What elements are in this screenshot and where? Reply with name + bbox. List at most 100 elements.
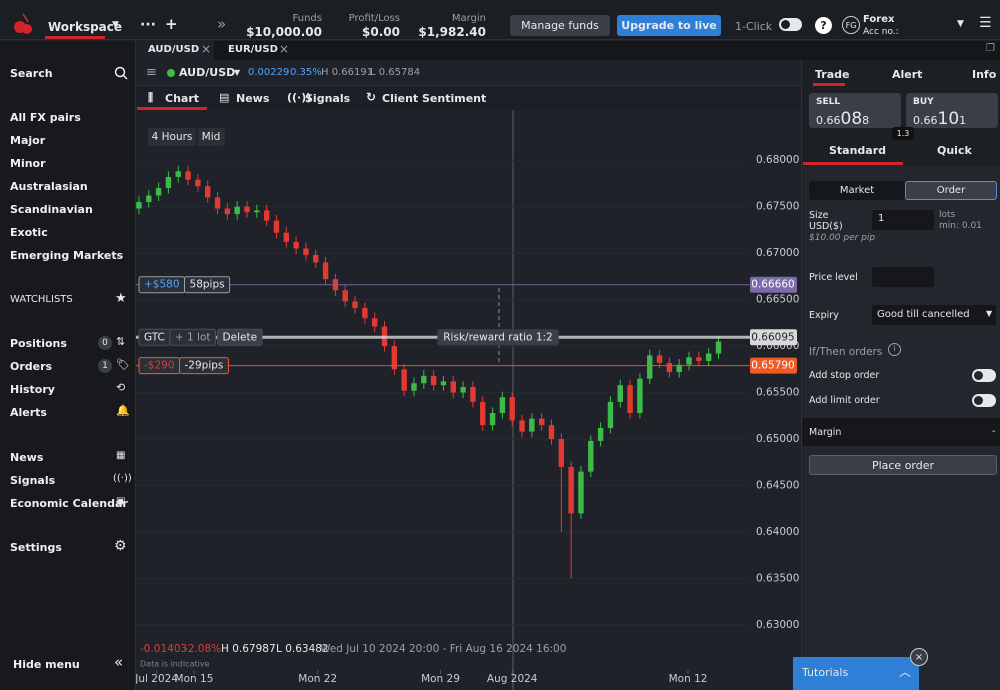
order-type[interactable]: Market bbox=[809, 181, 905, 200]
place-order-button[interactable]: Place order bbox=[809, 455, 997, 475]
hide-menu[interactable]: Hide menu bbox=[13, 658, 80, 671]
account-link[interactable]: Alerts bbox=[10, 406, 47, 419]
limit-toggle[interactable] bbox=[972, 394, 996, 407]
expiry-select[interactable]: Good till cancelled bbox=[872, 305, 996, 325]
level-label[interactable]: -29pips bbox=[185, 360, 224, 372]
tab[interactable]: EUR/USD bbox=[228, 44, 278, 55]
x-tick-label: Mon 22 bbox=[298, 673, 337, 685]
market-link[interactable]: Exotic bbox=[10, 226, 48, 239]
avatar[interactable]: FG bbox=[842, 16, 860, 34]
candle-body bbox=[489, 413, 496, 426]
sell-button[interactable]: SELL 0.66088 bbox=[809, 93, 901, 129]
tab-close[interactable]: × bbox=[201, 42, 212, 56]
main-menu[interactable]: ☰ bbox=[979, 15, 992, 31]
order-type[interactable]: Order bbox=[905, 181, 997, 200]
candle-body bbox=[234, 206, 240, 215]
market-link[interactable]: Minor bbox=[10, 157, 46, 170]
price-type[interactable]: Mid bbox=[202, 131, 221, 143]
tutorials-button[interactable]: Tutorials ︿ bbox=[793, 657, 919, 690]
level-label[interactable]: + 1 lot bbox=[175, 331, 211, 343]
margin-label: Margin bbox=[809, 427, 842, 438]
tab[interactable]: AUD/USD bbox=[148, 44, 200, 55]
market-link[interactable]: Major bbox=[10, 134, 46, 147]
account-link[interactable]: Positions bbox=[10, 337, 67, 350]
market-link[interactable]: Scandinavian bbox=[10, 203, 93, 216]
view-tab[interactable]: Signals bbox=[305, 92, 351, 105]
candle-body bbox=[509, 397, 515, 421]
view-tab[interactable]: Client Sentiment bbox=[382, 92, 487, 105]
funds-label: Funds bbox=[292, 13, 322, 24]
account-caret[interactable]: ▼ bbox=[957, 19, 964, 29]
expand[interactable]: » bbox=[217, 15, 227, 33]
level-label-box[interactable] bbox=[169, 328, 217, 346]
search-icon bbox=[114, 66, 128, 80]
interval-button[interactable] bbox=[148, 128, 196, 146]
panel-tab[interactable]: Trade bbox=[815, 68, 850, 81]
level-label[interactable]: GTC bbox=[144, 331, 165, 343]
price-part: 8 bbox=[862, 114, 870, 127]
price-type-button[interactable] bbox=[198, 128, 225, 146]
level-label[interactable]: -$290 bbox=[144, 360, 175, 372]
price-part: 08 bbox=[840, 109, 863, 129]
account-link[interactable]: Orders bbox=[10, 360, 53, 373]
settings[interactable]: Settings bbox=[10, 541, 62, 554]
help-button[interactable]: ? bbox=[815, 17, 832, 34]
interval[interactable]: 4 Hours bbox=[152, 131, 193, 143]
candle-body bbox=[597, 427, 604, 441]
level-label[interactable]: 58pips bbox=[190, 279, 225, 291]
view-tab[interactable]: News bbox=[236, 92, 270, 105]
mode-tab[interactable]: Quick bbox=[937, 144, 972, 157]
view-tab[interactable]: Chart bbox=[165, 92, 200, 105]
tutorials-close[interactable]: × bbox=[910, 648, 928, 666]
market-link[interactable]: All FX pairs bbox=[10, 111, 81, 124]
account-link[interactable]: History bbox=[10, 383, 55, 396]
y-tick-label: 0.64500 bbox=[756, 480, 799, 492]
more[interactable]: ··· bbox=[140, 17, 156, 33]
change-pct: 0.35% bbox=[290, 67, 322, 78]
level-label-box[interactable] bbox=[217, 328, 263, 346]
candle-body bbox=[568, 466, 574, 514]
level-label[interactable]: Delete bbox=[223, 331, 258, 343]
buy-button[interactable]: BUY 0.66101 bbox=[906, 93, 998, 129]
candle-body bbox=[303, 248, 309, 255]
level-label[interactable]: +$580 bbox=[144, 279, 180, 291]
y-tick-label: 0.63500 bbox=[756, 572, 799, 584]
candle-body bbox=[224, 208, 231, 215]
knob bbox=[781, 20, 790, 29]
price-level-input[interactable] bbox=[872, 267, 934, 287]
panel-tab[interactable]: Info bbox=[972, 68, 997, 81]
add[interactable]: + bbox=[165, 15, 178, 33]
star-icon[interactable]: ★ bbox=[115, 291, 127, 306]
stop-toggle[interactable] bbox=[972, 369, 996, 382]
candle-body bbox=[205, 186, 211, 198]
info-icon[interactable]: i bbox=[888, 343, 901, 356]
candle-body bbox=[175, 171, 181, 177]
market-link[interactable]: Australasian bbox=[10, 180, 88, 193]
tab-close[interactable]: × bbox=[279, 42, 290, 56]
market-link[interactable]: Emerging Markets bbox=[10, 249, 124, 262]
one-click-toggle[interactable] bbox=[779, 18, 802, 31]
mode-tab[interactable]: Standard bbox=[829, 144, 887, 157]
chart[interactable]: 0.680000.675000.670000.665000.660000.655… bbox=[136, 110, 801, 690]
manage-funds-button[interactable]: Manage funds bbox=[510, 15, 610, 36]
info-link[interactable]: News bbox=[10, 451, 44, 464]
instrument[interactable]: AUD/USD bbox=[179, 66, 236, 79]
risk-reward-box bbox=[437, 329, 559, 346]
menu-icon[interactable]: ≡ bbox=[146, 65, 157, 80]
info-link[interactable]: Signals bbox=[10, 474, 56, 487]
info-link[interactable]: Economic Calendar bbox=[10, 497, 128, 510]
price-part: 0.66 bbox=[913, 114, 938, 127]
caret: ▼ bbox=[112, 20, 119, 30]
size-input[interactable]: 1 bbox=[872, 210, 934, 230]
one-click-label: 1-Click bbox=[735, 20, 773, 33]
price-part: 10 bbox=[937, 109, 960, 129]
search[interactable]: Search bbox=[10, 67, 53, 80]
spread: 1.3 bbox=[892, 127, 914, 140]
upgrade-button[interactable]: Upgrade to live bbox=[617, 15, 721, 36]
popout[interactable]: ❐ bbox=[986, 43, 995, 54]
news-icon: ▤ bbox=[219, 91, 230, 104]
levels: 0.66660 +$580 58pips 0.66095 GTC + 1 lot Delet… bbox=[136, 276, 797, 375]
workspace[interactable]: Workspace bbox=[48, 20, 123, 34]
panel-tab[interactable]: Alert bbox=[892, 68, 923, 81]
footer-range: Wed Jul 10 2024 20:00 - Fri Aug 16 2024 … bbox=[320, 643, 566, 655]
